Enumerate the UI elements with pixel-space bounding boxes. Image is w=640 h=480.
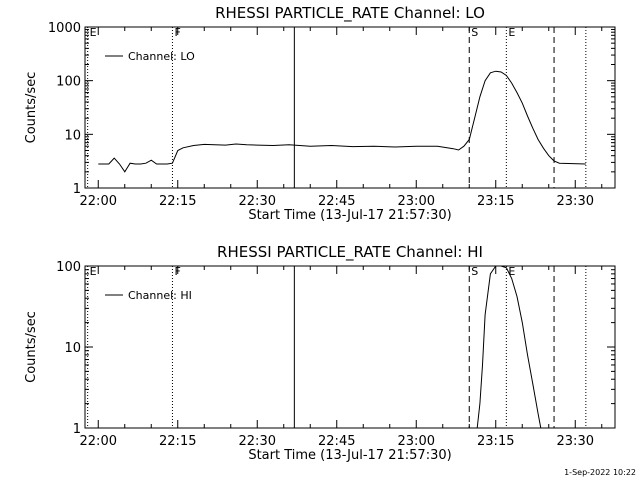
legend-label: Channel: LO [128, 50, 195, 63]
chart-title: RHESSI PARTICLE_RATE Channel: HI [217, 243, 483, 262]
x-tick-label: 22:45 [318, 434, 355, 449]
event-marker-label: E [90, 26, 97, 39]
x-tick-label: 23:30 [557, 434, 594, 449]
plot-frame [84, 26, 616, 189]
event-marker-label: S [471, 26, 478, 39]
event-marker-label: E [508, 26, 515, 39]
x-axis-label: Start Time (13-Jul-17 21:57:30) [248, 448, 451, 463]
x-tick-label: 22:15 [159, 194, 196, 209]
chart-2: RHESSI PARTICLE_RATE Channel: HI 22:00 22:… [24, 243, 616, 463]
x-tick-label: 22:45 [318, 194, 355, 209]
x-tick-label: 23:15 [477, 194, 514, 209]
event-marker-label: S [471, 265, 478, 278]
x-tick-label: 22:30 [239, 434, 276, 449]
y-tick-label: 10 [64, 128, 81, 143]
y-tick-label: 1 [73, 182, 81, 197]
y-tick-label: 100 [56, 260, 81, 275]
x-tick-label: 22:15 [159, 434, 196, 449]
x-tick-label: 23:15 [477, 434, 514, 449]
x-tick-label: 23:00 [398, 194, 435, 209]
legend-label: Channel: HI [128, 289, 192, 302]
event-marker-label: F [174, 265, 180, 278]
event-marker-label: F [174, 26, 180, 39]
chart-title: RHESSI PARTICLE_RATE Channel: LO [215, 4, 485, 23]
x-tick-label: 22:00 [80, 434, 117, 449]
y-tick-label: 10 [64, 341, 81, 356]
event-marker-label: E [508, 265, 515, 278]
x-tick-label: 23:00 [398, 434, 435, 449]
y-tick-label: 1 [73, 422, 81, 437]
y-tick-label: 100 [56, 75, 81, 90]
series-line [476, 265, 542, 429]
series-line [98, 70, 586, 173]
x-tick-label: 22:00 [80, 194, 117, 209]
x-tick-label: 23:30 [557, 194, 594, 209]
y-axis-label: Counts/sec [24, 72, 39, 144]
x-axis-label: Start Time (13-Jul-17 21:57:30) [248, 208, 451, 223]
y-axis-label: Counts/sec [24, 311, 39, 383]
x-tick-label: 22:30 [239, 194, 276, 209]
chart-1: RHESSI PARTICLE_RATE Channel: LO 22:00 22:… [24, 4, 616, 223]
event-marker-label: E [90, 265, 97, 278]
y-tick-label: 1000 [48, 21, 81, 36]
